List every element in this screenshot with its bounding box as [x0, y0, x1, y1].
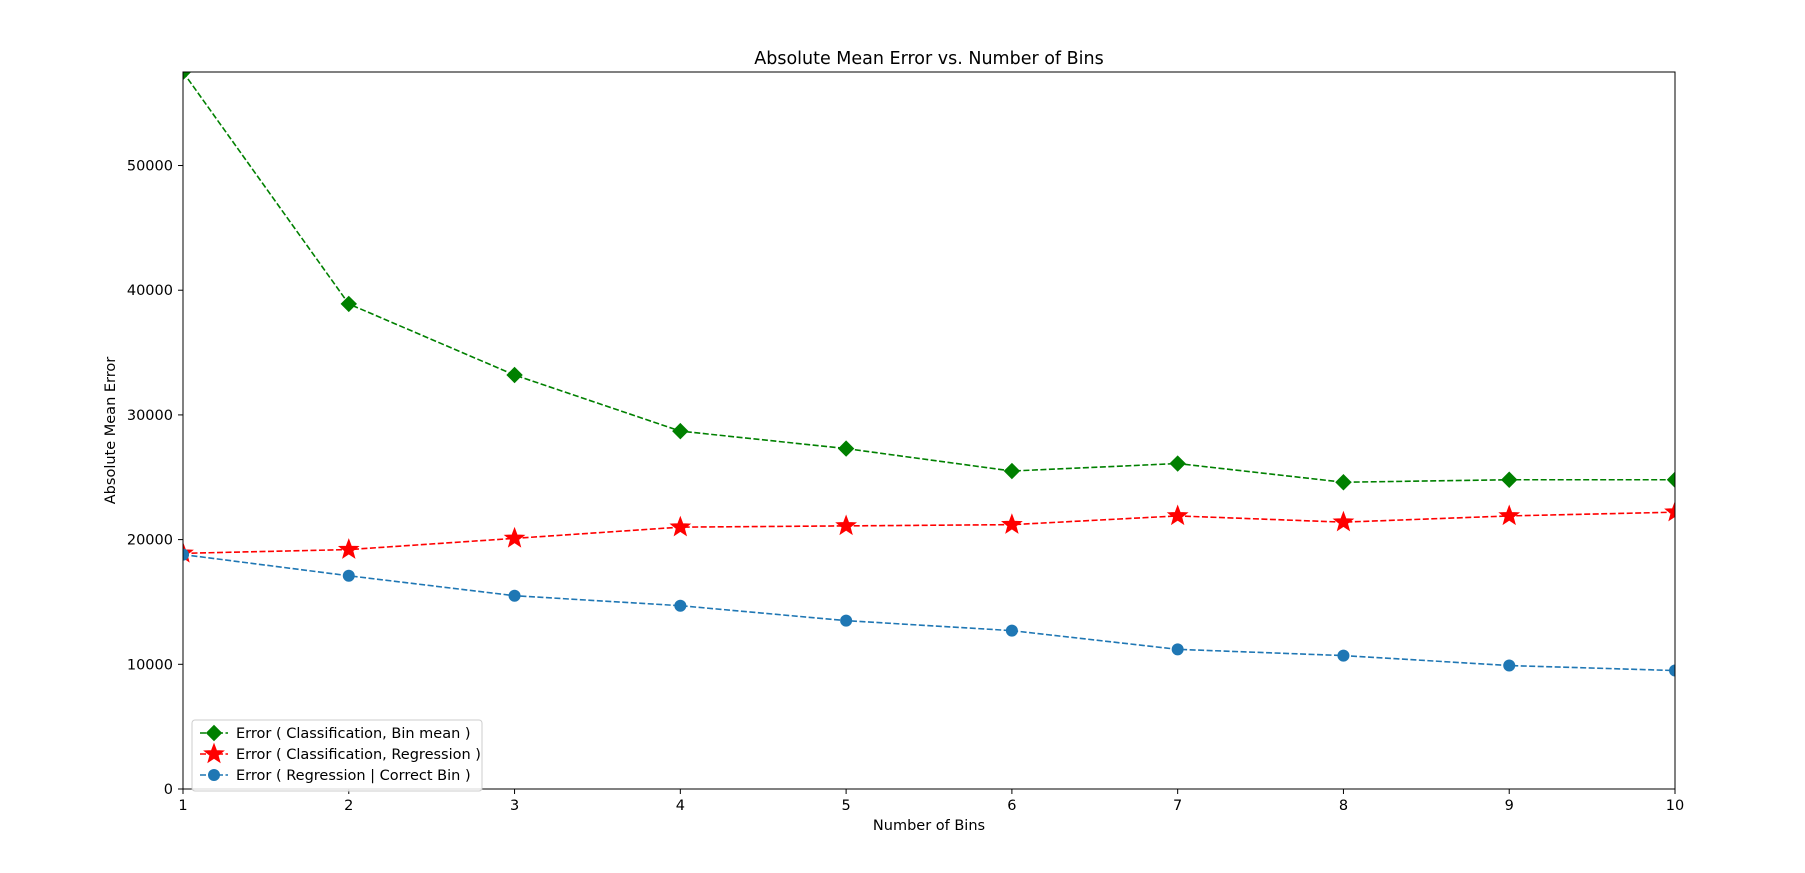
plot-area-frame	[182, 71, 1676, 790]
data-point	[1498, 504, 1521, 526]
legend-label: Error ( Regression | Correct Bin )	[236, 768, 471, 784]
x-tick-label: 9	[1505, 798, 1514, 814]
y-tick-label: 30000	[127, 408, 173, 424]
legend-item: Error ( Classification, Regression )	[200, 742, 481, 764]
x-tick-label: 10	[1666, 798, 1684, 814]
data-point	[1005, 624, 1018, 637]
legend-item: Error ( Regression | Correct Bin )	[200, 768, 471, 784]
x-tick-label: 4	[676, 798, 685, 814]
x-tick-label: 3	[510, 798, 519, 814]
data-point	[1001, 513, 1023, 534]
data-point	[503, 526, 526, 548]
legend: Error ( Classification, Bin mean ) Error …	[191, 719, 483, 792]
data-point	[840, 614, 853, 627]
y-tick-label: 10000	[127, 657, 173, 673]
x-tick-label: 2	[344, 798, 353, 814]
data-point	[837, 440, 855, 457]
x-axis-label: Number of Bins	[873, 818, 985, 834]
x-tick-label: 5	[841, 798, 850, 814]
series-line	[183, 553, 1675, 672]
series-line	[183, 72, 1675, 484]
data-point	[1169, 455, 1186, 472]
data-point	[835, 514, 857, 536]
data-point	[506, 366, 523, 384]
data-point	[1501, 471, 1518, 488]
series-layer	[183, 72, 1675, 677]
series-line	[183, 511, 1675, 555]
data-point	[1669, 664, 1675, 677]
x-tick-label: 6	[1007, 798, 1016, 814]
legend-marker	[208, 769, 220, 781]
y-tick-label: 0	[164, 782, 173, 798]
data-point	[508, 589, 521, 602]
data-point	[672, 422, 689, 440]
data-point	[1503, 659, 1516, 672]
series-star	[183, 500, 1675, 563]
y-tick-label: 50000	[127, 159, 173, 175]
y-axis-label: Absolute Mean Error	[103, 357, 119, 504]
legend-label: Error ( Classification, Bin mean )	[236, 726, 471, 742]
data-point	[1332, 510, 1355, 532]
data-point	[674, 599, 687, 612]
legend-label: Error ( Classification, Regression )	[236, 747, 481, 763]
data-point	[1335, 474, 1352, 491]
data-point	[183, 72, 192, 81]
data-point	[1337, 649, 1350, 662]
data-point	[669, 515, 692, 537]
data-point	[183, 548, 189, 561]
legend-item: Error ( Classification, Bin mean )	[200, 724, 471, 742]
legend-marker	[203, 742, 225, 764]
data-point	[1664, 500, 1675, 522]
chart-title: Absolute Mean Error vs. Number of Bins	[754, 49, 1103, 69]
x-axis-ticks: 1 2 3 4 5 6 7 8 9 10	[178, 789, 1684, 814]
y-axis-ticks: 0 10000 20000 30000 40000 50000	[127, 159, 183, 798]
series-circle	[183, 548, 1675, 677]
legend-marker	[205, 724, 223, 742]
y-tick-label: 20000	[127, 533, 173, 549]
data-point	[340, 295, 357, 313]
data-point	[1003, 462, 1021, 480]
data-point	[1666, 471, 1675, 488]
data-point	[337, 538, 360, 559]
series-diamond	[183, 72, 1675, 491]
data-point	[1171, 643, 1184, 656]
x-tick-label: 1	[178, 798, 187, 814]
x-tick-label: 7	[1173, 798, 1182, 814]
x-tick-label: 8	[1339, 798, 1348, 814]
data-point	[1166, 504, 1189, 526]
y-tick-label: 40000	[127, 283, 173, 299]
legend-box	[191, 719, 483, 792]
data-point	[342, 569, 355, 582]
